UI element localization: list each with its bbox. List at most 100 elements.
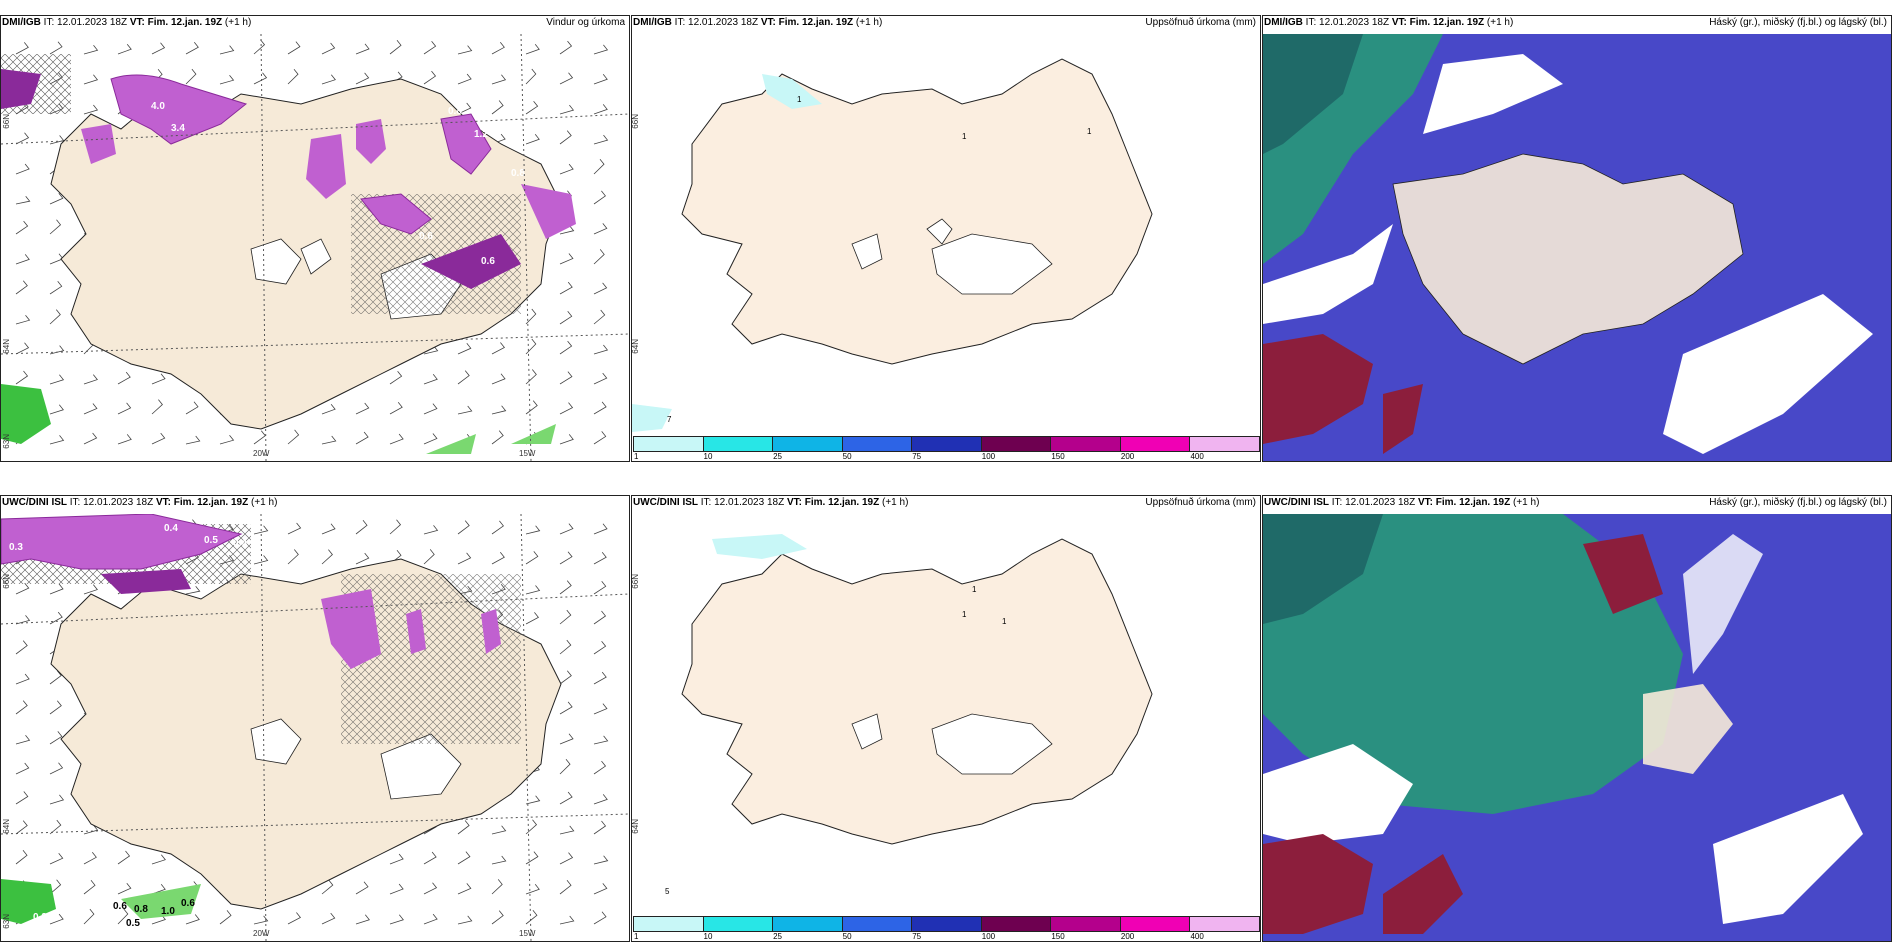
wind-barb [593, 610, 607, 625]
precip-area [81, 124, 116, 164]
wind-barb [49, 345, 65, 355]
wind-barb [253, 39, 266, 55]
wind-barb [15, 314, 31, 325]
meridian [260, 34, 267, 461]
wind-barb [423, 40, 437, 55]
wind-barb [457, 851, 471, 865]
wind-barb [593, 223, 608, 235]
cloud-mid-area [1263, 34, 1363, 154]
wind-barb [321, 74, 336, 85]
wind-barb [491, 825, 507, 835]
wind-barb [593, 158, 605, 175]
precip-area [306, 134, 346, 199]
wind-barb [321, 912, 336, 925]
wind-barb [321, 435, 337, 445]
wind-barb [355, 552, 370, 565]
wind-barb [559, 72, 574, 85]
precip-area [440, 113, 492, 175]
init-time: IT: 12.01.2023 18Z [69, 497, 154, 508]
wind-barb [525, 525, 541, 535]
wind-barb [559, 580, 572, 595]
wind-barb [559, 701, 573, 715]
valid-time: VT: Fim. 12.jan. 19Z [760, 17, 854, 28]
wind-barb [49, 281, 63, 295]
panel-header: DMI/IGB IT: 12.01.2023 18Z VT: Fim. 12.j… [1264, 16, 1890, 31]
wind-barb [525, 369, 537, 385]
cloud-mid-area [1263, 514, 1683, 814]
wind-barb [559, 523, 574, 535]
wind-barb [491, 74, 507, 85]
precip-area [481, 609, 501, 654]
precip-area [406, 609, 426, 654]
wind-barb [559, 281, 573, 295]
iceland-land [681, 58, 1153, 365]
precip-area [321, 589, 381, 669]
wind-barb [185, 41, 199, 55]
wind-barb [593, 344, 609, 355]
lat-tick: 64N [2, 819, 11, 834]
colorbar-tick: 200 [1120, 452, 1135, 461]
wind-barb [559, 130, 572, 145]
colorbar-swatch [1050, 916, 1121, 932]
valid-time: VT: Fim. 12.jan. 19Z [1391, 17, 1485, 28]
wind-barb [457, 102, 472, 115]
wind-barb [389, 914, 404, 925]
wind-barb [457, 520, 470, 535]
wind-barb [49, 762, 64, 775]
land-visible [1393, 154, 1743, 364]
wind-barb [525, 338, 537, 355]
wind-barb [83, 852, 97, 865]
wind-barb [15, 342, 30, 355]
wind-barb [15, 850, 28, 865]
wind-barb [423, 70, 437, 85]
wind-barb [151, 42, 166, 55]
wind-barb [49, 913, 64, 925]
precip-area [101, 569, 191, 594]
init-time: IT: 12.01.2023 18Z [700, 497, 785, 508]
colorbar-tick: 25 [773, 932, 783, 941]
wind-barb [525, 910, 538, 925]
precip-area-green [1, 879, 56, 924]
colorbar-swatch [980, 436, 1052, 452]
colorbar-swatch [702, 436, 774, 452]
colorbar-tick: 1 [634, 452, 639, 461]
precip-area-green [426, 434, 476, 454]
wind-barb [151, 373, 166, 385]
lat-tick: 64N [631, 339, 640, 354]
lead-time: (+1 h) [1513, 497, 1540, 508]
wind-barb [525, 308, 537, 325]
wind-barb [525, 551, 539, 565]
wind-barb [15, 280, 28, 295]
map-area: 1 1 1 5 66N 64N [632, 514, 1260, 941]
lat-tick: 64N [2, 339, 11, 354]
wind-barb [423, 525, 439, 535]
lat-tick: 63N [2, 434, 11, 449]
wind-barb [525, 819, 538, 835]
wind-barb [389, 401, 403, 415]
wind-barb [253, 555, 269, 565]
wind-barb [593, 794, 608, 805]
panel-clouds-dmi: DMI/IGB IT: 12.01.2023 18Z VT: Fim. 12.j… [1262, 15, 1892, 462]
panel-clouds-uwc: UWC/DINI ISL IT: 12.01.2023 18Z VT: Fim.… [1262, 495, 1892, 942]
wind-barb [49, 819, 62, 835]
wind-barb [15, 132, 30, 145]
precip-area [521, 184, 576, 239]
lat-tick: 64N [631, 819, 640, 834]
model-name: DMI/IGB [1264, 17, 1303, 28]
panel-title: Vindur og úrkoma [546, 17, 625, 28]
wind-barb [593, 735, 609, 745]
wind-barb [559, 639, 572, 655]
wind-barb [389, 853, 404, 865]
wind-barb [559, 434, 574, 445]
panel-header: UWC/DINI ISL IT: 12.01.2023 18Z VT: Fim.… [633, 496, 1259, 511]
wind-barb [525, 795, 541, 805]
colorbar-swatch [702, 916, 774, 932]
wind-barb [15, 615, 31, 625]
wind-barb [49, 583, 64, 595]
lead-time: (+1 h) [251, 497, 278, 508]
wind-barb [355, 520, 368, 535]
panel-title: Uppsöfnuð úrkoma (mm) [1145, 17, 1256, 28]
iceland-land [681, 538, 1153, 845]
wind-barb [49, 135, 65, 145]
wind-barb [49, 611, 63, 625]
